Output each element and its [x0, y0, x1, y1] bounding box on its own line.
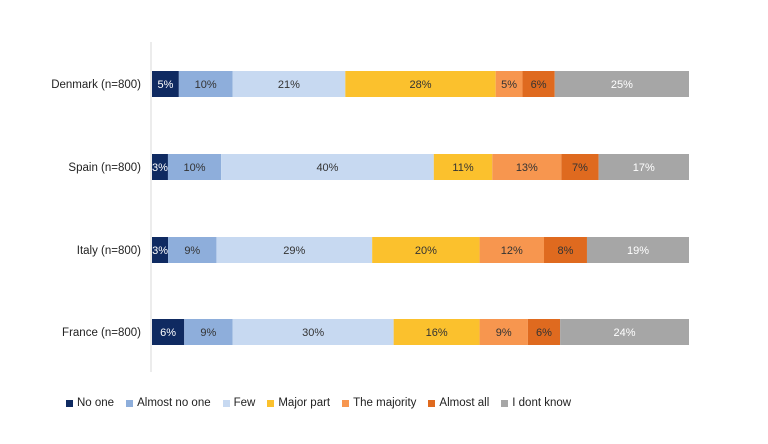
legend-swatch: [501, 399, 509, 407]
bar-segment: [586, 237, 689, 263]
legend-swatch: [222, 399, 230, 407]
data-label: 29%: [283, 245, 305, 257]
data-label: 25%: [611, 79, 633, 91]
data-label: 12%: [501, 245, 523, 257]
legend-label: Major part: [278, 397, 331, 409]
bar-segment: [544, 237, 587, 263]
data-label: 13%: [516, 162, 538, 174]
data-label: 9%: [184, 245, 200, 257]
bar-segment: [372, 237, 480, 263]
data-label: 3%: [152, 162, 168, 174]
bar-segment: [345, 71, 496, 97]
legend-swatch: [66, 399, 73, 407]
legend-swatch: [428, 399, 436, 407]
bar-segment: [598, 154, 689, 180]
legend-label: I dont know: [512, 397, 572, 409]
legend-swatch: [342, 399, 350, 407]
bar-segment: [479, 319, 528, 345]
bar-segment: [152, 237, 169, 263]
bar-segment: [495, 71, 523, 97]
bar-segment: [152, 319, 185, 345]
data-label: 28%: [409, 79, 431, 91]
data-label: 40%: [316, 162, 338, 174]
legend-item: No one: [66, 397, 114, 409]
bar-segment: [221, 154, 434, 180]
legend: No one Almost no one Few Major part The majo…: [66, 397, 583, 409]
bar-segment: [232, 71, 346, 97]
data-label: 6%: [531, 79, 547, 91]
data-label: 9%: [200, 327, 216, 339]
bar-segment: [168, 237, 217, 263]
bar-segment: [479, 237, 545, 263]
data-label: 6%: [536, 327, 552, 339]
legend-item: Few: [222, 397, 256, 409]
bar-segment: [152, 71, 179, 97]
data-label: 20%: [415, 245, 437, 257]
bar-segment: [560, 319, 689, 345]
bars-group: Denmark (n=800) 5% 10% 21% 28% 5% 6% 25% Spain (…: [51, 71, 689, 345]
data-label: 11%: [452, 162, 473, 174]
data-label: 17%: [633, 162, 655, 174]
bar-segment: [393, 319, 480, 345]
bar-segment: [554, 71, 689, 97]
bar-segment: [433, 154, 493, 180]
data-label: 21%: [278, 79, 300, 91]
data-label: 30%: [302, 327, 324, 339]
bar-segment: [527, 319, 561, 345]
bar-segment: [216, 237, 373, 263]
bar-segment: [167, 154, 222, 180]
legend-item: Major part: [267, 397, 330, 409]
data-label: 9%: [496, 327, 512, 339]
legend-swatch: [267, 399, 275, 407]
data-label: 6%: [160, 327, 176, 339]
category-label: Italy (n=800): [77, 245, 141, 257]
legend-label: Few: [233, 397, 256, 409]
legend-item: Almost no one: [126, 397, 211, 409]
data-label: 5%: [501, 79, 517, 91]
legend-label: Almost all: [439, 397, 490, 409]
data-label: 16%: [426, 327, 448, 339]
legend-item: Almost all: [428, 397, 489, 409]
legend-item: I dont know: [501, 397, 571, 409]
data-label: 24%: [614, 327, 636, 339]
bar-segment: [178, 71, 233, 97]
data-label: 10%: [184, 162, 206, 174]
category-label: France (n=800): [62, 327, 141, 339]
legend-swatch: [126, 399, 134, 407]
bar-segment: [152, 154, 168, 180]
stacked-bar-chart: Denmark (n=800) 5% 10% 21% 28% 5% 6% 25% Spain (…: [51, 42, 689, 372]
data-label: 19%: [627, 245, 649, 257]
data-label: 7%: [572, 162, 588, 174]
bar-segment: [232, 319, 394, 345]
bar-segment: [561, 154, 599, 180]
bar-segment: [522, 71, 555, 97]
data-label: 10%: [195, 79, 217, 91]
bar-segment: [492, 154, 562, 180]
legend-label: Almost no one: [137, 397, 211, 409]
bar-segment: [184, 319, 233, 345]
category-label: Denmark (n=800): [51, 79, 141, 91]
data-label: 5%: [157, 79, 173, 91]
legend-item: The majority: [342, 397, 416, 409]
legend-label: The majority: [353, 397, 417, 409]
legend-label: No one: [77, 397, 115, 409]
data-label: 3%: [152, 245, 168, 257]
data-label: 8%: [558, 245, 574, 257]
category-label: Spain (n=800): [68, 162, 141, 174]
